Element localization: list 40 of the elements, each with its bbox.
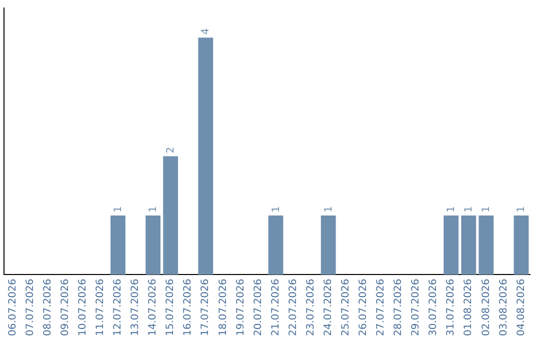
- x-tick-label: 19.07.2026: [235, 278, 246, 336]
- x-tick-label: 31.07.2026: [446, 278, 457, 336]
- x-tick-label: 27.07.2026: [376, 278, 387, 336]
- x-tick-label: 25.07.2026: [340, 278, 352, 336]
- x-tick-label: 10.07.2026: [77, 278, 88, 336]
- x-tick-label: 03.08.2026: [498, 278, 510, 336]
- x-tick-label: 01.08.2026: [463, 278, 474, 336]
- x-tick-label: 17.07.2026: [200, 278, 212, 336]
- x-tick-label: 29.07.2026: [410, 278, 422, 336]
- data-label: 1: [270, 206, 282, 212]
- data-label: 2: [166, 146, 177, 154]
- x-tick-label: 21.07.2026: [270, 278, 282, 336]
- x-tick-label: 22.07.2026: [288, 278, 299, 336]
- data-label: 1: [481, 206, 492, 212]
- data-label: 1: [464, 206, 475, 212]
- data-label: 4: [200, 28, 212, 35]
- x-tick-label: 30.07.2026: [428, 278, 440, 336]
- data-label: 1: [516, 206, 528, 212]
- x-tick-label: 07.07.2026: [24, 278, 36, 336]
- data-label: 1: [446, 206, 458, 212]
- data-label: 1: [323, 206, 334, 212]
- x-tick-label: 13.07.2026: [130, 278, 142, 336]
- x-tick-label: 02.08.2026: [480, 278, 492, 336]
- x-tick-label: 18.07.2026: [218, 278, 229, 336]
- x-tick-label: 28.07.2026: [393, 278, 404, 336]
- x-tick-label: 16.07.2026: [182, 278, 194, 336]
- x-tick-label: 04.08.2026: [516, 278, 527, 336]
- x-tick-label: 14.07.2026: [148, 278, 159, 336]
- x-tick-label: 15.07.2026: [165, 278, 176, 336]
- x-tick-label: 12.07.2026: [112, 278, 124, 336]
- x-tick-label: 23.07.2026: [305, 278, 316, 336]
- x-tick-label: 06.07.2026: [7, 278, 18, 336]
- data-label: 1: [112, 206, 124, 212]
- x-tick-label: 08.07.2026: [42, 278, 54, 336]
- x-tick-label: 26.07.2026: [358, 278, 370, 336]
- x-tick-label: 20.07.2026: [252, 278, 264, 336]
- x-tick-label: 09.07.2026: [60, 278, 71, 336]
- data-label: 1: [148, 206, 160, 212]
- x-tick-label: 24.07.2026: [322, 278, 334, 336]
- x-tick-label: 11.07.2026: [95, 278, 106, 336]
